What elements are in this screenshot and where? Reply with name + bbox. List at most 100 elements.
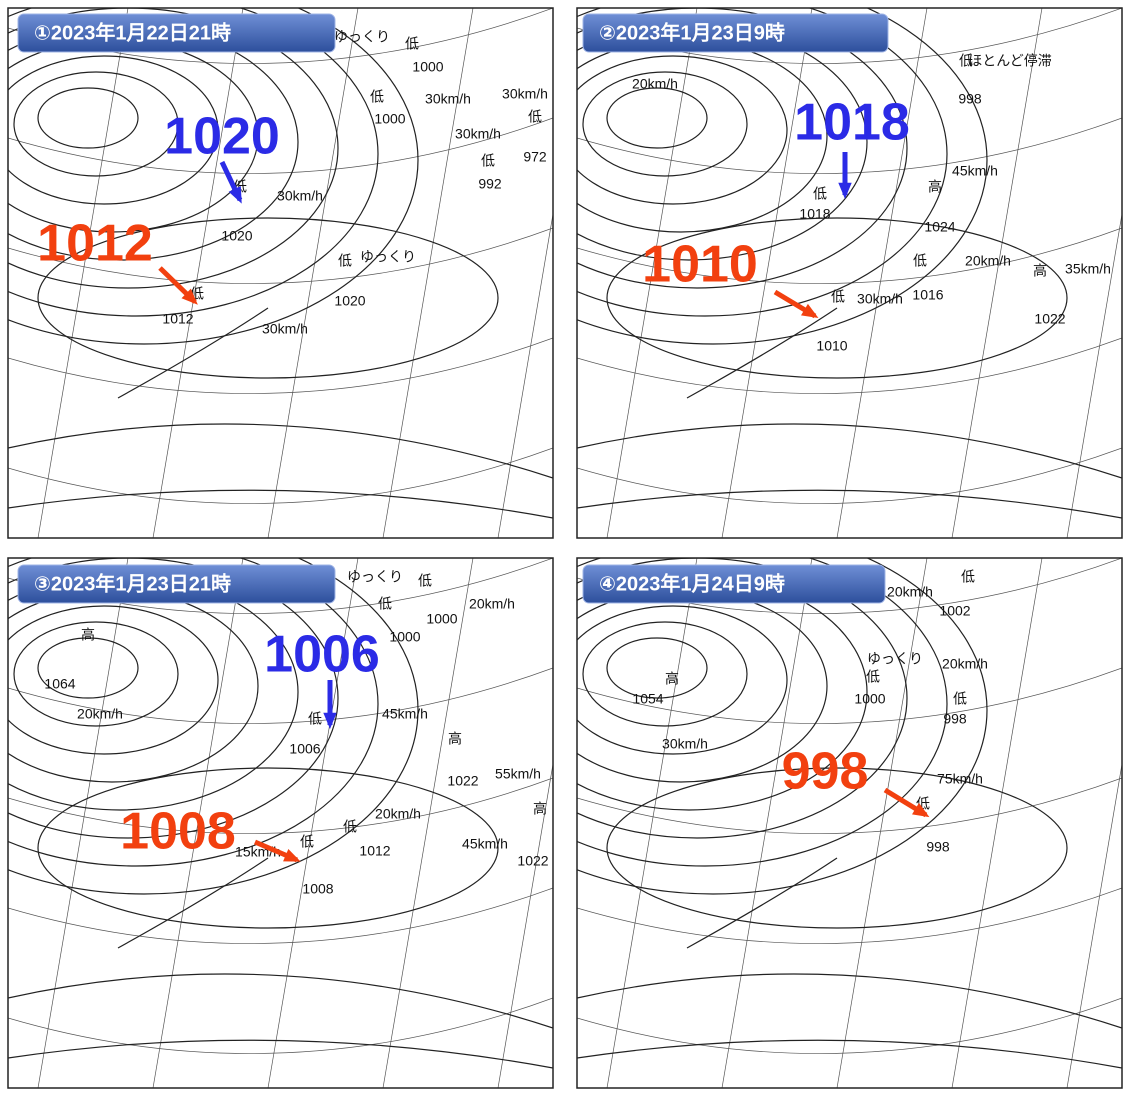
isobar bbox=[577, 39, 828, 233]
isobar bbox=[577, 1039, 1122, 1069]
map-body bbox=[577, 8, 1122, 538]
map-annotation: 低 bbox=[300, 834, 314, 850]
isobar bbox=[8, 558, 379, 867]
isobar bbox=[606, 87, 708, 149]
isobar bbox=[577, 973, 1122, 1029]
map-annotation: 45km/h bbox=[462, 836, 508, 852]
map-annotation: 低 bbox=[913, 253, 927, 269]
front bbox=[117, 307, 269, 399]
panel-title: ②2023年1月23日9時 bbox=[599, 20, 785, 44]
map-annotation: 1010 bbox=[816, 338, 847, 354]
map-annotation: 1054 bbox=[632, 691, 663, 707]
highlight-label: 1020 bbox=[164, 108, 280, 166]
map-annotation: 45km/h bbox=[952, 163, 998, 179]
map-annotation: 1018 bbox=[799, 206, 830, 222]
highlight-label: 1012 bbox=[37, 215, 153, 273]
meridian bbox=[382, 8, 474, 538]
isobar bbox=[8, 1039, 553, 1069]
map-annotation: 55km/h bbox=[495, 766, 541, 782]
meridian bbox=[836, 558, 928, 1088]
isobar bbox=[8, 8, 339, 289]
map-annotation: ほとんど停滞 bbox=[968, 53, 1052, 69]
map-annotation: 低 bbox=[481, 153, 495, 169]
map-annotation: 30km/h bbox=[455, 126, 501, 142]
parallel bbox=[8, 117, 553, 174]
isobar bbox=[582, 71, 748, 177]
isobar bbox=[8, 55, 219, 205]
arrow-head bbox=[801, 303, 819, 319]
meridian bbox=[267, 8, 359, 538]
meridian bbox=[497, 212, 553, 538]
isobar bbox=[577, 605, 788, 755]
map-annotation: 高 bbox=[1033, 263, 1047, 279]
meridian bbox=[37, 8, 129, 538]
map-annotation: 1012 bbox=[359, 843, 390, 859]
map-annotation: ゆっくり bbox=[867, 651, 923, 667]
panel-border bbox=[576, 7, 1123, 539]
isobar bbox=[8, 423, 553, 479]
map-annotation: 45km/h bbox=[382, 706, 428, 722]
map-annotation: 1022 bbox=[1034, 311, 1065, 327]
isobar bbox=[577, 558, 908, 839]
parallel bbox=[8, 997, 553, 1054]
parallel bbox=[577, 227, 1122, 284]
meridian bbox=[951, 8, 1043, 538]
arrow-head bbox=[283, 848, 301, 862]
panel-title: ④2023年1月24日9時 bbox=[599, 571, 785, 595]
map-annotation: 低 bbox=[959, 53, 973, 69]
meridian bbox=[606, 8, 698, 538]
map-annotation: 30km/h bbox=[857, 291, 903, 307]
isobar bbox=[37, 87, 139, 149]
isobar bbox=[37, 217, 499, 379]
isobar bbox=[8, 573, 299, 811]
map-annotation: 低 bbox=[831, 289, 845, 305]
map-body bbox=[8, 558, 553, 1088]
map-annotation: 1016 bbox=[912, 287, 943, 303]
parallel bbox=[8, 227, 553, 284]
map-annotation: 低 bbox=[961, 569, 975, 585]
map-annotation: 低 bbox=[308, 711, 322, 727]
isobar bbox=[8, 8, 419, 345]
isobar bbox=[577, 8, 908, 289]
isobar bbox=[8, 605, 219, 755]
meridian bbox=[1066, 762, 1122, 1088]
map-annotation: 20km/h bbox=[375, 806, 421, 822]
map-annotation: 30km/h bbox=[425, 91, 471, 107]
map-annotation: 1020 bbox=[334, 293, 365, 309]
isobar bbox=[8, 489, 553, 519]
map-annotation: 998 bbox=[943, 711, 967, 727]
map-annotation: 20km/h bbox=[469, 596, 515, 612]
map-annotation: 20km/h bbox=[77, 706, 123, 722]
highlight-label: 1008 bbox=[120, 803, 236, 861]
map-annotation: 低 bbox=[953, 691, 967, 707]
map-annotation: 998 bbox=[926, 839, 950, 855]
map-annotation: 1000 bbox=[374, 111, 405, 127]
highlight-label: 1010 bbox=[642, 236, 758, 294]
map-annotation: 1022 bbox=[517, 853, 548, 869]
map-annotation: 低 bbox=[528, 109, 542, 125]
map-annotation: 1012 bbox=[162, 311, 193, 327]
map-annotation: 低 bbox=[866, 669, 880, 685]
map-annotation: 1000 bbox=[412, 59, 443, 75]
arrow-head bbox=[912, 802, 930, 818]
map-annotation: ゆっくり bbox=[334, 29, 390, 45]
panel-title: ③2023年1月23日21時 bbox=[34, 571, 231, 595]
meridian bbox=[267, 558, 359, 1088]
map-annotation: 1022 bbox=[447, 773, 478, 789]
isobar bbox=[577, 489, 1122, 519]
panel-title: ①2023年1月22日21時 bbox=[34, 20, 231, 44]
highlight-label: 998 bbox=[782, 743, 869, 801]
map-annotation: 高 bbox=[665, 671, 679, 687]
parallel bbox=[577, 887, 1122, 944]
isobar bbox=[606, 767, 1068, 929]
map-annotation: ゆっくり bbox=[347, 569, 403, 585]
isobar bbox=[8, 8, 379, 317]
isobar bbox=[577, 8, 948, 317]
parallel bbox=[8, 447, 553, 504]
panel-border bbox=[576, 557, 1123, 1089]
meridian bbox=[1066, 212, 1122, 538]
isobar bbox=[37, 637, 139, 699]
